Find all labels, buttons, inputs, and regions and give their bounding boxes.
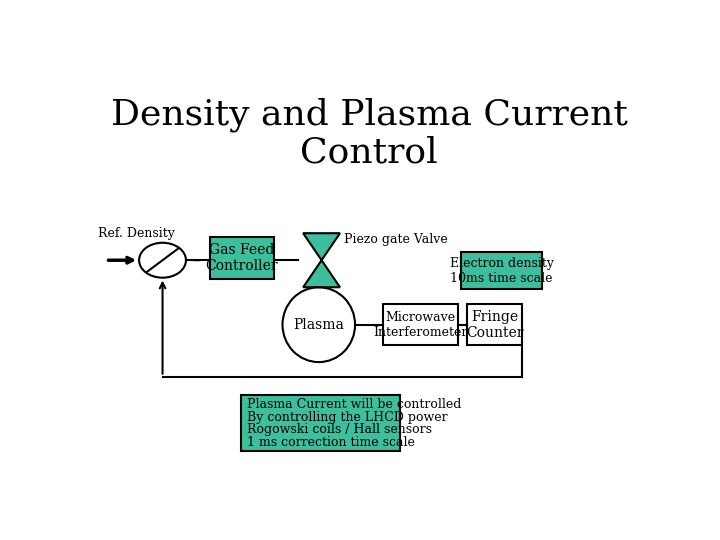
Text: –: – <box>192 253 200 268</box>
Polygon shape <box>303 260 340 287</box>
Text: Microwave
Interferometer: Microwave Interferometer <box>374 310 468 339</box>
Text: Fringe
Counter: Fringe Counter <box>466 309 523 340</box>
Text: Gas Feed
Controller: Gas Feed Controller <box>206 243 279 273</box>
FancyBboxPatch shape <box>461 252 542 289</box>
Text: Piezo gate Valve: Piezo gate Valve <box>344 233 448 246</box>
FancyBboxPatch shape <box>383 304 459 346</box>
Text: Plasma Current will be controlled: Plasma Current will be controlled <box>248 398 462 411</box>
FancyBboxPatch shape <box>467 304 523 346</box>
Text: Rogowski coils / Hall sensors: Rogowski coils / Hall sensors <box>248 423 432 436</box>
Text: Ref. Density: Ref. Density <box>99 227 175 240</box>
Text: By controlling the LHCD power: By controlling the LHCD power <box>248 411 448 424</box>
FancyBboxPatch shape <box>240 395 400 451</box>
Text: Plasma: Plasma <box>293 318 344 332</box>
Text: Density and Plasma Current: Density and Plasma Current <box>111 97 627 132</box>
Text: 1 ms correction time scale: 1 ms correction time scale <box>248 436 415 449</box>
Text: Control: Control <box>300 135 438 169</box>
FancyBboxPatch shape <box>210 238 274 279</box>
Polygon shape <box>303 233 340 260</box>
Text: Electron density
10ms time scale: Electron density 10ms time scale <box>449 256 554 285</box>
